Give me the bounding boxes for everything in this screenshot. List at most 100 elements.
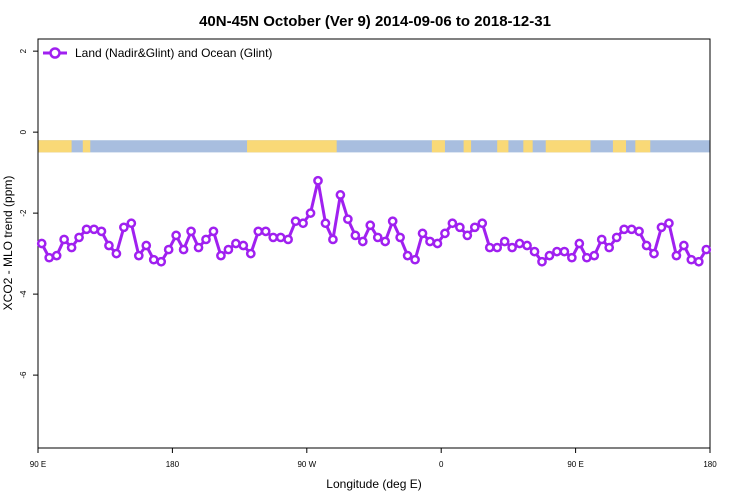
x-tick-label: 180 bbox=[703, 460, 717, 469]
data-point bbox=[89, 224, 99, 235]
data-point bbox=[544, 250, 555, 261]
land-segment bbox=[38, 140, 72, 153]
data-point bbox=[559, 246, 570, 257]
x-axis-label: Longitude (deg E) bbox=[326, 477, 421, 491]
data-point bbox=[305, 208, 316, 218]
data-point bbox=[492, 242, 503, 253]
data-point bbox=[343, 214, 353, 225]
y-tick-label: 2 bbox=[19, 48, 28, 53]
land-segment bbox=[523, 140, 533, 153]
data-point bbox=[335, 190, 346, 200]
data-point bbox=[357, 236, 368, 247]
land-segment bbox=[463, 140, 472, 153]
data-point bbox=[208, 226, 219, 237]
chart-title: 40N-45N October (Ver 9) 2014-09-06 to 20… bbox=[199, 13, 551, 30]
data-point bbox=[104, 240, 114, 251]
data-point bbox=[537, 256, 547, 267]
land-segment bbox=[612, 140, 626, 153]
y-tick-label: -2 bbox=[19, 209, 28, 217]
data-point bbox=[432, 238, 443, 249]
data-point bbox=[522, 240, 532, 251]
data-point bbox=[298, 218, 308, 229]
y-axis-label: XCO2 - MLO trend (ppm) bbox=[1, 176, 15, 311]
data-point bbox=[507, 242, 517, 253]
data-point bbox=[395, 232, 405, 243]
data-point bbox=[178, 244, 189, 255]
data-point bbox=[410, 254, 420, 265]
data-point bbox=[671, 250, 682, 261]
data-point bbox=[529, 246, 540, 257]
data-point bbox=[275, 232, 286, 243]
data-point bbox=[552, 246, 562, 257]
legend-marker-swatch bbox=[49, 47, 61, 59]
data-point bbox=[596, 234, 607, 245]
data-point bbox=[216, 250, 226, 261]
data-point bbox=[447, 218, 458, 229]
data-point bbox=[619, 224, 629, 235]
land-segment bbox=[635, 140, 651, 153]
series-group bbox=[36, 175, 712, 267]
land-segment bbox=[497, 140, 509, 153]
data-point bbox=[245, 248, 256, 259]
data-point bbox=[231, 238, 241, 249]
data-point bbox=[74, 232, 84, 243]
land-segment bbox=[431, 140, 445, 153]
data-point bbox=[425, 236, 435, 247]
data-point bbox=[514, 238, 525, 249]
legend: Land (Nadir&Glint) and Ocean (Glint) bbox=[43, 46, 272, 60]
x-tick-label: 180 bbox=[166, 460, 180, 469]
x-tick-label: 0 bbox=[439, 460, 444, 469]
data-point bbox=[567, 252, 577, 263]
data-point bbox=[66, 242, 77, 253]
data-point bbox=[402, 250, 413, 261]
data-point bbox=[372, 232, 383, 243]
data-point bbox=[462, 230, 473, 241]
data-point bbox=[477, 218, 488, 229]
data-point bbox=[581, 252, 592, 263]
data-point bbox=[148, 254, 159, 265]
data-point bbox=[320, 218, 331, 229]
data-point bbox=[223, 244, 234, 255]
data-point bbox=[649, 248, 659, 259]
data-point bbox=[126, 218, 137, 229]
data-point bbox=[313, 175, 323, 186]
y-axis: 2 0 -2 -4 -6 bbox=[19, 48, 38, 379]
data-point bbox=[36, 238, 47, 249]
data-point bbox=[641, 240, 652, 251]
data-point bbox=[499, 236, 510, 247]
data-point bbox=[656, 222, 667, 233]
data-point bbox=[387, 216, 398, 227]
data-point bbox=[260, 226, 271, 237]
data-point bbox=[119, 222, 129, 233]
data-point bbox=[679, 240, 689, 251]
data-point bbox=[96, 226, 107, 237]
data-point bbox=[59, 234, 69, 245]
data-point bbox=[141, 240, 152, 251]
surface-band bbox=[38, 140, 710, 153]
data-point bbox=[283, 234, 293, 245]
y-tick-label: -6 bbox=[19, 371, 28, 379]
data-point bbox=[417, 228, 428, 239]
data-point bbox=[380, 236, 391, 247]
data-point bbox=[290, 216, 301, 227]
x-axis: 90 E 180 90 W 0 90 E 180 bbox=[30, 448, 717, 469]
land-segment bbox=[247, 140, 337, 153]
data-point bbox=[193, 242, 204, 253]
x-tick-label: 90 E bbox=[30, 460, 46, 469]
data-point bbox=[693, 256, 704, 267]
data-point bbox=[171, 230, 181, 241]
y-tick-label: -4 bbox=[19, 290, 28, 298]
data-point bbox=[686, 254, 697, 265]
data-point bbox=[440, 228, 450, 239]
data-point bbox=[469, 222, 480, 233]
data-point bbox=[111, 248, 122, 259]
data-point bbox=[484, 242, 495, 253]
data-point bbox=[365, 220, 376, 231]
y-tick-label: 0 bbox=[19, 129, 28, 134]
data-point bbox=[51, 250, 62, 261]
data-point bbox=[604, 242, 615, 253]
data-point bbox=[626, 224, 637, 235]
x-tick-label: 90 W bbox=[297, 460, 316, 469]
data-point bbox=[156, 256, 167, 267]
